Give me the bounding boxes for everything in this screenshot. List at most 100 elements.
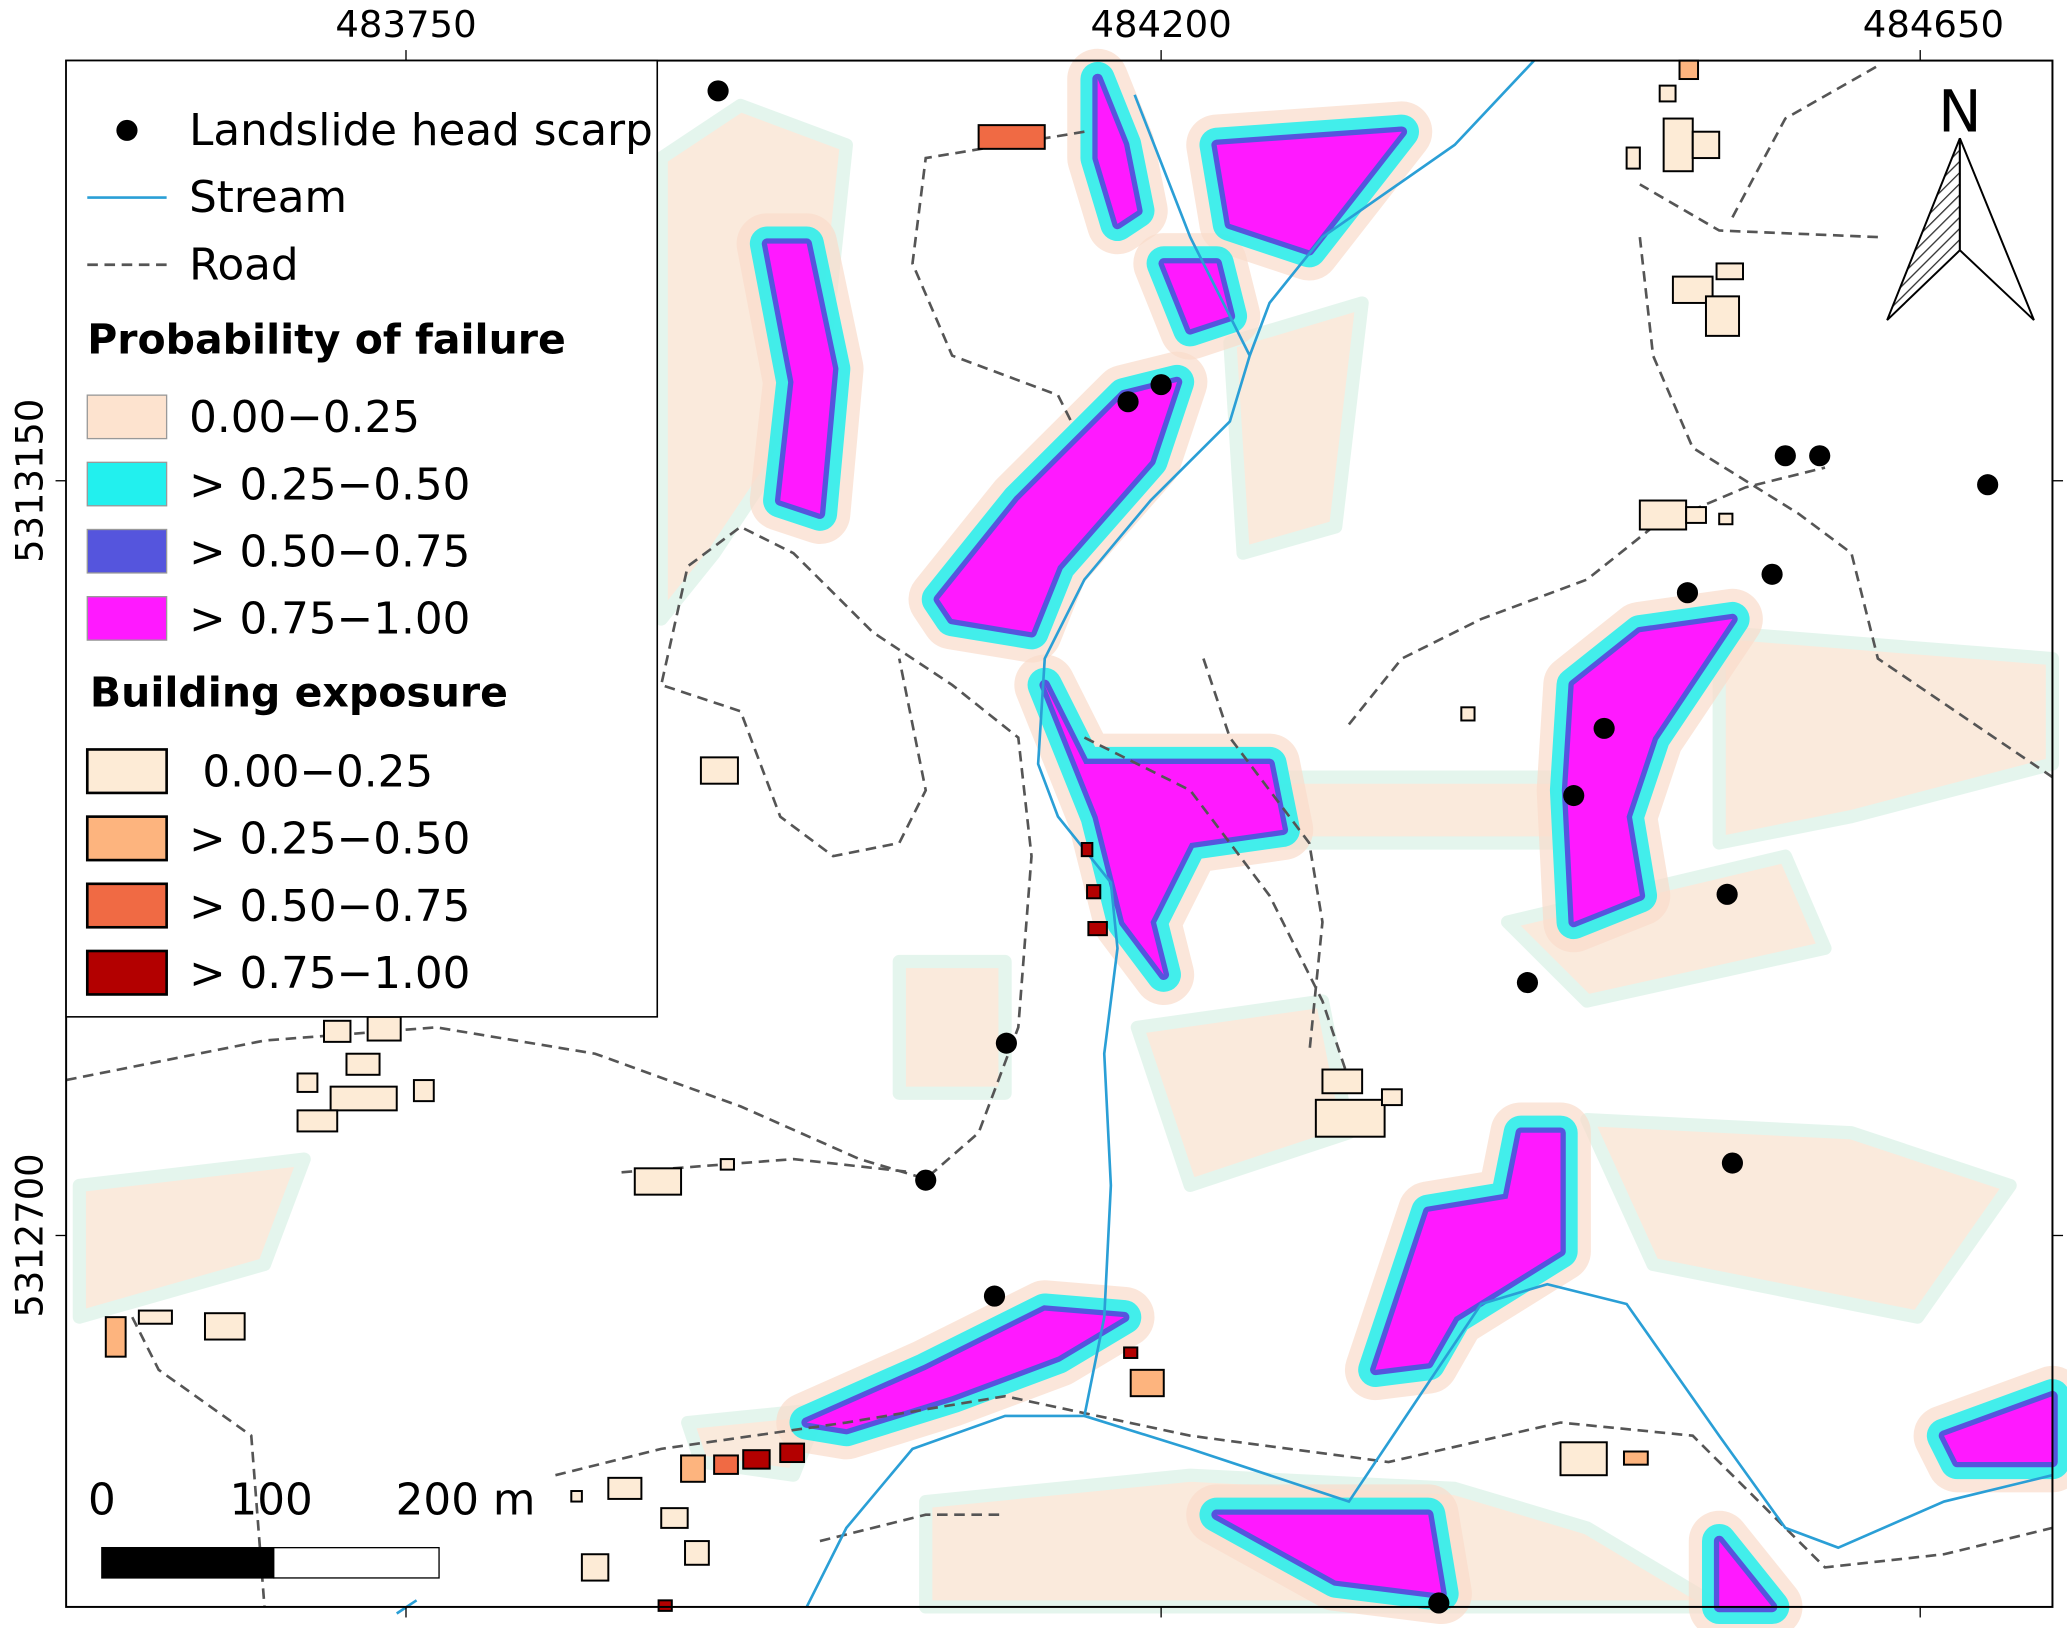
legend-label: 0.00−0.25	[189, 393, 420, 443]
low-probability-area	[1262, 770, 1568, 850]
legend-label: > 0.25−0.50	[189, 815, 470, 865]
road	[819, 1513, 1006, 1543]
building	[1625, 146, 1641, 170]
scale-bar-black	[101, 1546, 275, 1579]
road	[1202, 658, 1324, 1054]
legend-swatch	[86, 461, 168, 507]
road	[911, 130, 1085, 423]
landslide-head-scarp	[1150, 374, 1172, 396]
legend-title: Building exposure	[90, 669, 508, 717]
low-probability-area	[1223, 296, 1369, 560]
legend-label: > 0.50−0.75	[189, 882, 470, 932]
probability-very-high	[1719, 1541, 1773, 1607]
landslide-head-scarp	[1761, 563, 1783, 585]
landslide-head-scarp	[1774, 445, 1796, 467]
building	[1380, 1088, 1403, 1107]
building	[1086, 884, 1102, 900]
landslide-head-scarp	[1563, 785, 1585, 807]
probability-very-high	[1216, 131, 1402, 251]
probability-very-high	[1944, 1396, 2053, 1463]
landslide-head-scarp	[1516, 972, 1539, 994]
legend-label: Stream	[189, 173, 347, 223]
building	[1129, 1368, 1165, 1398]
building	[296, 1109, 339, 1133]
building	[633, 1167, 683, 1196]
legend: Landslide head scarp Stream Road Probabi…	[65, 59, 659, 1018]
building	[1678, 59, 1700, 81]
probability-very-high	[938, 381, 1177, 633]
building	[580, 1553, 610, 1582]
probability-very-high	[1044, 684, 1283, 975]
landslide-head-scarp	[1117, 391, 1139, 413]
legend-label: Landslide head scarp	[189, 106, 653, 156]
landslide-head-scarp	[1721, 1152, 1743, 1174]
road	[65, 525, 1033, 1181]
y-tick-label: 5313150	[8, 399, 51, 563]
building	[779, 1442, 806, 1464]
legend-label: > 0.75−1.00	[189, 949, 470, 999]
map-content	[65, 48, 2067, 1628]
landslide-head-scarp	[1809, 445, 1831, 467]
building	[699, 756, 739, 785]
legend-label: 0.00−0.25	[202, 748, 433, 798]
building	[1662, 117, 1694, 173]
probability-very-high	[806, 1310, 1125, 1430]
landslide-head-scarp	[1676, 582, 1699, 604]
building	[1718, 512, 1734, 526]
low-probability-area	[892, 954, 1012, 1100]
building	[345, 1052, 381, 1076]
landslide-head-scarp	[1593, 717, 1615, 739]
landslide-head-scarp	[1428, 1592, 1450, 1614]
road	[1083, 736, 1351, 1081]
north-label: N	[1938, 78, 1982, 146]
probability-very-high	[1097, 79, 1138, 224]
landslide-head-scarp	[707, 80, 729, 102]
road	[131, 1316, 266, 1608]
building	[329, 1085, 398, 1112]
building	[570, 1490, 583, 1503]
building	[1559, 1441, 1608, 1477]
building	[719, 1158, 735, 1171]
low-probability-area	[1500, 849, 1832, 1008]
building	[366, 1015, 402, 1042]
building	[1321, 1068, 1364, 1095]
stream	[805, 94, 1252, 1608]
legend-swatch	[85, 949, 168, 996]
landslide-head-scarp	[983, 1285, 1006, 1307]
building	[137, 1309, 173, 1325]
building	[296, 1072, 319, 1093]
road	[1638, 236, 2054, 779]
probability-very-high	[767, 243, 834, 514]
legend-swatch	[85, 815, 168, 862]
building	[684, 1540, 710, 1566]
legend-swatch	[85, 882, 168, 929]
building	[1622, 1450, 1649, 1466]
scale-label: 100	[229, 1476, 312, 1526]
probability-very-high	[1216, 1514, 1442, 1594]
building	[607, 1476, 643, 1500]
building	[1087, 921, 1108, 937]
building	[742, 1449, 771, 1470]
legend-title: Probability of failure	[87, 316, 566, 364]
building	[1080, 841, 1094, 858]
x-tick-label: 484650	[1863, 3, 2004, 46]
probability-very-high	[1567, 619, 1733, 923]
legend-label: > 0.75−1.00	[189, 595, 470, 645]
building	[104, 1316, 127, 1358]
low-probability-area	[1580, 1112, 2017, 1324]
landslide-head-scarp	[995, 1032, 1017, 1054]
scale-bar-white	[273, 1546, 440, 1579]
low-probability-area	[1712, 625, 2060, 850]
building	[660, 1507, 689, 1529]
x-tick-label: 483750	[335, 3, 476, 46]
legend-swatch	[86, 596, 168, 641]
building	[1704, 295, 1741, 337]
building	[1691, 130, 1721, 160]
road	[555, 1394, 2053, 1569]
road	[1639, 183, 1878, 239]
stream	[1248, 59, 1536, 357]
building	[412, 1079, 435, 1103]
landslide-head-scarp	[1716, 883, 1738, 905]
building	[1314, 1098, 1386, 1138]
building	[977, 124, 1046, 150]
